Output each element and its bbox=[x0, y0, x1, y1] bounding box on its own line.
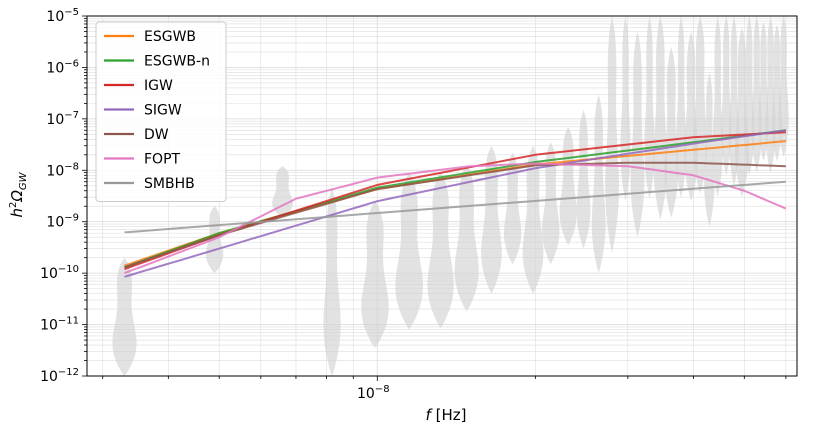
y-tick-label: 10−11 bbox=[40, 316, 79, 334]
y-tick-label: 10−9 bbox=[46, 213, 79, 231]
series-line-smbhb bbox=[124, 180, 786, 234]
x-axis-label: f [Hz] bbox=[426, 406, 467, 424]
legend-entry: FOPT bbox=[144, 152, 181, 168]
x-tick-label: 10−8 bbox=[357, 384, 390, 402]
legend-entry: SIGW bbox=[144, 103, 182, 119]
violin bbox=[605, 16, 619, 253]
y-tick-labels: 10−5 10−6 10−7 10−8 10−9 10−10 10−11 10−12 bbox=[40, 7, 79, 385]
violin bbox=[664, 47, 679, 218]
violin bbox=[481, 145, 502, 294]
violin bbox=[591, 94, 606, 274]
y-tick-label: 10−6 bbox=[46, 58, 79, 76]
y-tick-label: 10−8 bbox=[46, 161, 79, 179]
violin bbox=[675, 16, 687, 199]
violin bbox=[272, 166, 293, 218]
legend: ESGWB ESGWB-n IGW SIGW DW FOPT SMBHB bbox=[95, 21, 227, 202]
series-line-sigw bbox=[124, 129, 787, 278]
series-line-fopt bbox=[124, 162, 787, 275]
violin bbox=[361, 201, 389, 348]
violin bbox=[630, 31, 645, 238]
legend-entry: DW bbox=[144, 127, 169, 143]
series-line-dw bbox=[124, 161, 786, 269]
violin bbox=[112, 257, 137, 376]
y-tick-label: 10−5 bbox=[46, 7, 79, 25]
violin bbox=[576, 109, 591, 249]
legend-entry: ESGWB-n bbox=[144, 54, 210, 70]
violin bbox=[542, 142, 560, 265]
y-tick-label: 10−10 bbox=[40, 264, 79, 282]
ticks bbox=[82, 15, 787, 381]
series-lines bbox=[124, 129, 787, 278]
violin bbox=[323, 188, 341, 376]
violin bbox=[778, 16, 789, 158]
legend-entry: IGW bbox=[144, 78, 173, 94]
violin bbox=[522, 145, 544, 294]
violin bbox=[504, 152, 522, 265]
violin bbox=[653, 16, 668, 220]
plot-frame bbox=[86, 15, 798, 377]
legend-box bbox=[95, 21, 227, 202]
violin bbox=[735, 27, 749, 198]
y-tick-label: 10−12 bbox=[40, 367, 79, 385]
series-line-esgwb-n bbox=[124, 129, 787, 269]
legend-entry: ESGWB bbox=[144, 29, 196, 45]
y-axis-label: h2ΩGW bbox=[8, 171, 29, 217]
legend-entry: SMBHB bbox=[144, 176, 195, 192]
violin bbox=[454, 164, 479, 312]
y-tick-label: 10−7 bbox=[46, 110, 79, 128]
violin bbox=[427, 171, 454, 329]
x-tick-labels: 10−8 bbox=[357, 384, 390, 402]
violin bbox=[712, 16, 723, 198]
